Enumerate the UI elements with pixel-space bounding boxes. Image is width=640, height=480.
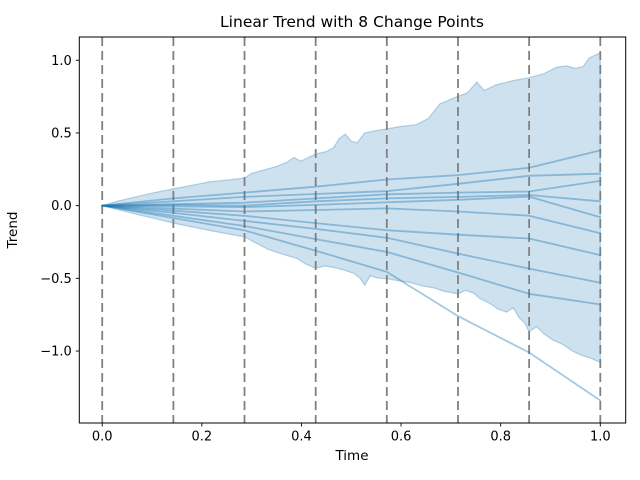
trend-line-sample-5: [101, 195, 602, 219]
y-tick-label-1.0: 1.0: [51, 54, 72, 69]
x-tick-label-0.6: 0.6: [391, 430, 412, 445]
y-tick-label-0.0: 0.0: [51, 199, 72, 214]
trend-sample-lines: [101, 149, 602, 402]
x-tick-label-0.8: 0.8: [490, 430, 511, 445]
trend-line-sample-4: [101, 194, 602, 207]
x-tick-label-0.2: 0.2: [191, 430, 212, 445]
x-axis-label: Time: [334, 448, 368, 464]
trend-line-sample-1: [101, 149, 602, 207]
x-axis-ticks: 0.0 0.2 0.4 0.6 0.8 1.0: [92, 423, 611, 445]
x-tick-label-0.4: 0.4: [291, 430, 312, 445]
uncertainty-band: [101, 52, 601, 363]
y-axis-label: Trend: [5, 212, 21, 250]
uncertainty-band-area: [101, 52, 601, 363]
chart-title: Linear Trend with 8 Change Points: [220, 13, 484, 31]
trend-line-sample-3: [101, 179, 602, 207]
trend-line-sample-6: [101, 204, 602, 235]
y-tick-label-−1.0: −1.0: [40, 345, 72, 360]
y-tick-label-−0.5: −0.5: [40, 272, 72, 287]
y-axis-ticks: −1.0 −0.5 0.0 0.5 1.0: [40, 54, 80, 360]
changepoint-lines: [101, 37, 602, 423]
x-tick-label-1.0: 1.0: [590, 430, 611, 445]
y-tick-label-0.5: 0.5: [51, 126, 72, 141]
trend-line-sample-10: [101, 204, 602, 402]
trend-line-sample-9: [101, 204, 602, 306]
plot-border: [78, 36, 627, 424]
trend-line-sample-2: [101, 172, 602, 207]
trend-line-sample-8: [101, 204, 602, 284]
x-tick-label-0.0: 0.0: [92, 430, 113, 445]
trend-line-sample-7: [101, 204, 602, 257]
